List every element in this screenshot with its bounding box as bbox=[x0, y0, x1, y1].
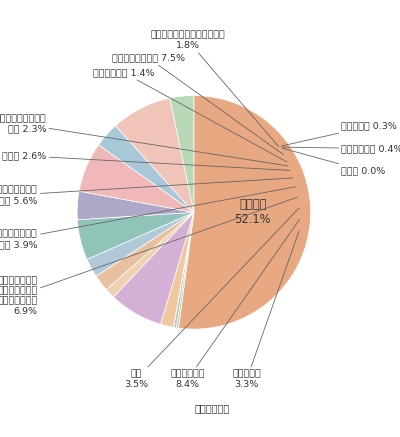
Text: 児童相談所 0.3%: 児童相談所 0.3% bbox=[282, 122, 397, 146]
Text: 民間支援団体 1.4%: 民間支援団体 1.4% bbox=[93, 68, 287, 162]
Text: 配偶者暴力相談
支援センター・
女性センター等
6.9%: 配偶者暴力相談 支援センター・ 女性センター等 6.9% bbox=[0, 197, 298, 316]
Wedge shape bbox=[174, 212, 194, 328]
Wedge shape bbox=[173, 212, 194, 327]
Wedge shape bbox=[176, 212, 194, 328]
Text: 司法書士会
3.3%: 司法書士会 3.3% bbox=[232, 231, 299, 389]
Wedge shape bbox=[106, 212, 194, 297]
Wedge shape bbox=[113, 212, 194, 324]
Wedge shape bbox=[178, 96, 311, 329]
Wedge shape bbox=[87, 212, 194, 276]
Wedge shape bbox=[160, 212, 194, 327]
Wedge shape bbox=[98, 126, 194, 212]
Wedge shape bbox=[170, 96, 194, 212]
Wedge shape bbox=[77, 212, 194, 260]
Wedge shape bbox=[79, 145, 194, 212]
Text: 労働問題相談機関・
団体 5.6%: 労働問題相談機関・ 団体 5.6% bbox=[0, 178, 293, 205]
Text: 福祉・保健・医療機関・団体
1.8%: 福祉・保健・医療機関・団体 1.8% bbox=[150, 31, 279, 147]
Text: 交通事故相談機関・
団体 3.9%: 交通事故相談機関・ 団体 3.9% bbox=[0, 187, 295, 249]
Wedge shape bbox=[116, 98, 194, 212]
Text: 警察
3.5%: 警察 3.5% bbox=[124, 208, 299, 389]
Text: 裁判所 2.6%: 裁判所 2.6% bbox=[2, 151, 290, 170]
Text: 検察庁 0.0%: 検察庁 0.0% bbox=[282, 148, 386, 175]
Text: 地方公共団体
8.4%: 地方公共団体 8.4% bbox=[170, 219, 300, 389]
Text: 人権問題相談機関・
団体 2.3%: 人権問題相談機関・ 団体 2.3% bbox=[0, 114, 288, 166]
Wedge shape bbox=[77, 191, 194, 220]
Text: 暴追センター 0.4%: 暴追センター 0.4% bbox=[282, 144, 400, 153]
Text: その他機関・団体 7.5%: その他機関・団体 7.5% bbox=[112, 53, 283, 154]
Text: 弁護士会
52.1%: 弁護士会 52.1% bbox=[234, 198, 271, 226]
Wedge shape bbox=[96, 212, 194, 290]
Text: 提供：法務省: 提供：法務省 bbox=[195, 403, 230, 413]
